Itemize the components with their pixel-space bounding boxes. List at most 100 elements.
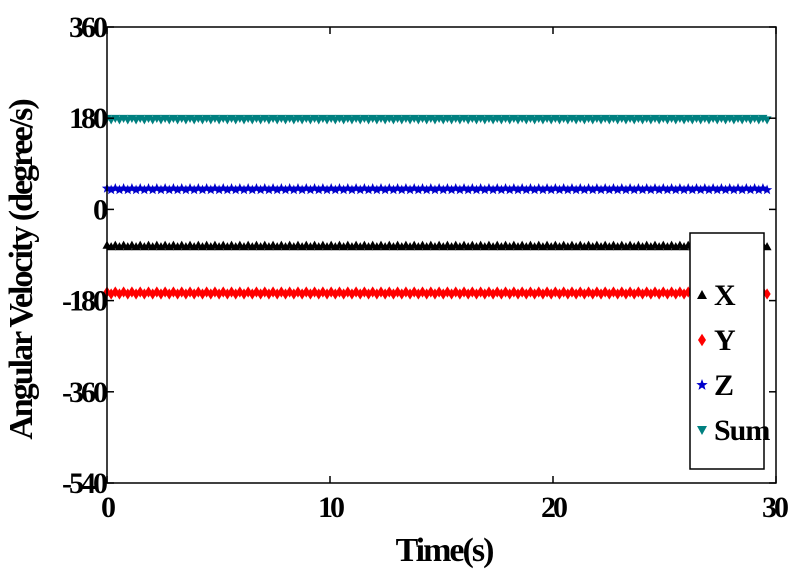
data-point bbox=[305, 184, 316, 195]
legend-marker-y bbox=[698, 333, 706, 347]
y-tick-label: -360 bbox=[62, 376, 107, 409]
data-point bbox=[618, 286, 626, 298]
data-point bbox=[672, 288, 680, 300]
data-point bbox=[234, 182, 245, 193]
data-point bbox=[593, 286, 601, 298]
data-point bbox=[346, 184, 358, 195]
data-point bbox=[155, 184, 167, 195]
data-point bbox=[404, 184, 416, 195]
data-point bbox=[363, 184, 374, 195]
data-point bbox=[456, 288, 464, 300]
data-point bbox=[209, 182, 221, 193]
data-point bbox=[720, 184, 731, 195]
data-point bbox=[159, 182, 171, 193]
data-point bbox=[575, 182, 586, 193]
data-point bbox=[334, 182, 345, 193]
data-point bbox=[286, 286, 294, 298]
data-point bbox=[302, 286, 310, 298]
data-point bbox=[222, 184, 233, 195]
data-point bbox=[164, 184, 175, 195]
y-tick-label: 180 bbox=[69, 102, 107, 135]
data-point bbox=[442, 182, 453, 193]
data-point bbox=[251, 182, 262, 193]
data-point bbox=[313, 184, 324, 195]
data-point bbox=[674, 182, 686, 193]
data-point bbox=[176, 182, 187, 193]
data-point bbox=[359, 182, 370, 193]
data-point bbox=[724, 182, 735, 193]
data-point bbox=[392, 182, 403, 193]
data-point bbox=[147, 184, 158, 195]
data-point bbox=[522, 288, 530, 300]
data-point bbox=[409, 182, 420, 193]
data-point bbox=[683, 182, 694, 193]
data-point bbox=[130, 184, 142, 195]
data-point bbox=[554, 184, 565, 195]
data-point bbox=[595, 184, 607, 195]
data-point bbox=[427, 286, 435, 298]
x-tick-label: 10 bbox=[318, 491, 344, 524]
data-point bbox=[600, 182, 611, 193]
data-point bbox=[385, 286, 393, 298]
data-point bbox=[676, 286, 684, 298]
data-point bbox=[493, 286, 501, 298]
data-point bbox=[551, 286, 559, 298]
data-point bbox=[189, 184, 200, 195]
data-point bbox=[292, 182, 304, 193]
data-point bbox=[757, 182, 769, 193]
data-point bbox=[535, 286, 543, 298]
data-point bbox=[106, 184, 117, 195]
data-point bbox=[259, 182, 270, 193]
data-point bbox=[496, 184, 507, 195]
x-tick-label: 20 bbox=[541, 491, 567, 524]
data-point bbox=[396, 184, 407, 195]
data-point bbox=[135, 182, 146, 193]
data-point bbox=[497, 288, 505, 300]
data-point bbox=[369, 286, 377, 298]
data-point bbox=[288, 184, 299, 195]
legend-box bbox=[689, 232, 765, 470]
data-point bbox=[546, 184, 557, 195]
data-point bbox=[716, 182, 727, 193]
data-point bbox=[485, 286, 493, 298]
series-x-points bbox=[102, 240, 772, 251]
data-point bbox=[184, 182, 196, 193]
data-point bbox=[529, 184, 540, 195]
data-point bbox=[326, 182, 337, 193]
data-point bbox=[591, 182, 603, 193]
data-point bbox=[243, 182, 254, 193]
data-point bbox=[749, 182, 760, 193]
data-point bbox=[197, 184, 208, 195]
data-point bbox=[761, 184, 773, 195]
data-point bbox=[691, 182, 702, 193]
data-point bbox=[678, 184, 690, 195]
data-point bbox=[342, 182, 353, 193]
data-point bbox=[338, 184, 349, 195]
data-point bbox=[645, 184, 656, 195]
data-point bbox=[263, 184, 275, 195]
data-marks bbox=[101, 114, 773, 300]
data-point bbox=[483, 182, 495, 193]
data-point bbox=[695, 184, 706, 195]
data-point bbox=[400, 182, 412, 193]
data-point bbox=[662, 184, 673, 195]
data-point bbox=[472, 288, 481, 300]
data-point bbox=[583, 182, 594, 193]
legend: XYZ Sum bbox=[689, 232, 771, 470]
data-point bbox=[620, 184, 632, 195]
data-point bbox=[226, 182, 237, 193]
data-point bbox=[647, 288, 655, 300]
data-point bbox=[687, 184, 698, 195]
data-point bbox=[431, 288, 439, 300]
data-point bbox=[276, 182, 287, 193]
data-point bbox=[410, 286, 418, 298]
data-point bbox=[510, 286, 518, 298]
plot-frame bbox=[106, 26, 777, 484]
x-tick-label: 30 bbox=[762, 491, 788, 524]
data-point bbox=[265, 288, 273, 300]
data-point bbox=[468, 286, 476, 298]
data-point bbox=[467, 182, 478, 193]
data-point bbox=[587, 184, 598, 195]
legend-marker-x bbox=[697, 290, 707, 299]
